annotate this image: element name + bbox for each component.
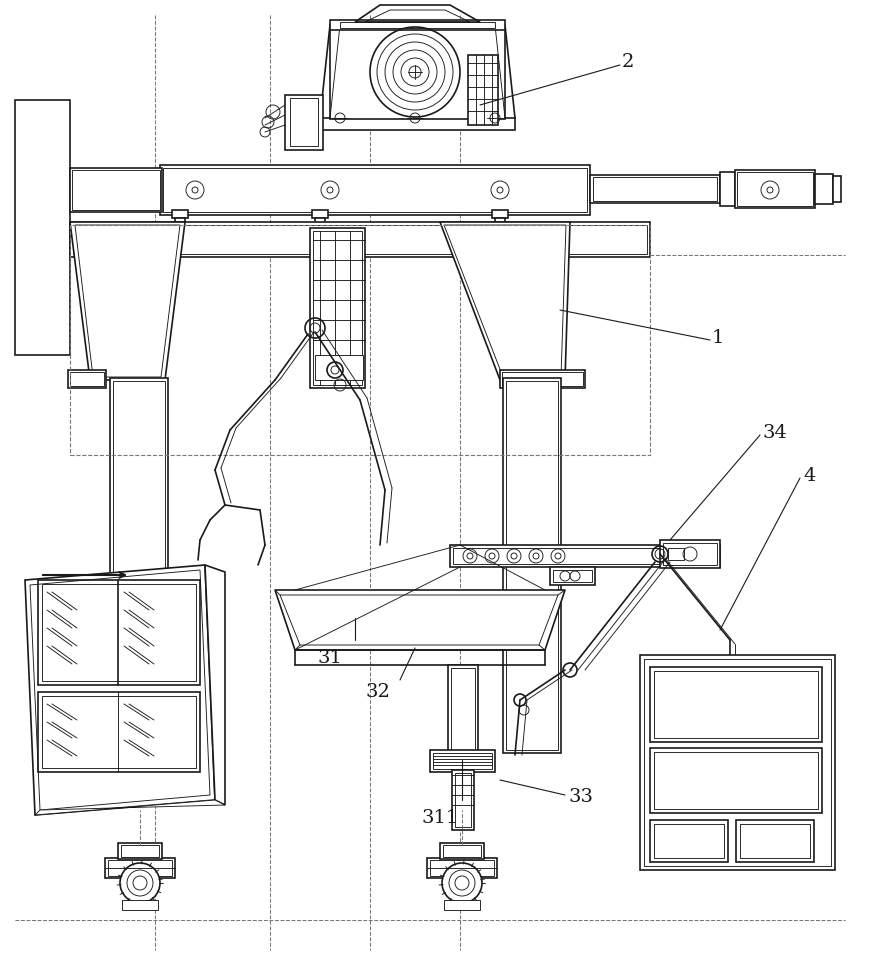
Bar <box>663 543 717 565</box>
Bar <box>38 692 200 772</box>
Polygon shape <box>25 565 215 815</box>
Bar <box>740 824 810 858</box>
Bar <box>492 210 508 218</box>
Bar <box>70 225 650 455</box>
Bar <box>668 548 684 560</box>
Bar <box>122 900 158 910</box>
Bar <box>500 370 585 388</box>
Bar <box>654 752 818 809</box>
Bar <box>430 860 494 876</box>
Bar <box>815 174 833 204</box>
Bar <box>650 820 728 862</box>
Bar <box>315 218 325 223</box>
Polygon shape <box>440 222 570 380</box>
Circle shape <box>120 863 160 903</box>
Bar <box>736 820 814 862</box>
Bar <box>640 655 835 870</box>
Bar <box>506 381 558 750</box>
Bar <box>495 218 505 223</box>
Bar <box>105 858 175 878</box>
Polygon shape <box>70 222 185 380</box>
Bar <box>654 824 724 858</box>
Bar <box>320 118 515 130</box>
Bar <box>440 843 484 859</box>
Bar <box>502 372 583 386</box>
Bar <box>310 228 365 388</box>
Text: 34: 34 <box>763 424 788 442</box>
Bar <box>160 165 590 215</box>
Bar <box>42 696 196 768</box>
Bar <box>285 95 323 150</box>
Bar <box>550 567 595 585</box>
Bar <box>455 773 471 827</box>
Bar <box>38 580 200 685</box>
Polygon shape <box>275 590 565 650</box>
Bar <box>650 667 822 742</box>
Bar <box>121 845 159 857</box>
Bar <box>340 22 495 28</box>
Bar <box>833 176 841 202</box>
Text: 2: 2 <box>622 53 634 71</box>
Bar <box>654 671 818 738</box>
Bar <box>108 860 172 876</box>
Text: 1: 1 <box>712 329 725 347</box>
Bar <box>451 668 475 752</box>
Polygon shape <box>35 800 225 815</box>
Bar <box>175 218 185 223</box>
Text: 31: 31 <box>318 649 342 667</box>
Bar <box>433 753 492 769</box>
Bar <box>68 370 106 388</box>
Bar <box>70 222 650 257</box>
Bar <box>593 177 717 201</box>
Bar <box>118 843 162 859</box>
Text: 311: 311 <box>422 809 459 827</box>
Bar <box>72 170 160 210</box>
Bar <box>444 900 480 910</box>
Bar <box>453 548 717 564</box>
Bar <box>503 378 561 753</box>
Polygon shape <box>205 565 225 805</box>
Bar <box>312 210 328 218</box>
Bar <box>590 175 720 203</box>
Bar <box>110 378 168 753</box>
Bar <box>290 98 318 146</box>
Bar <box>313 231 362 385</box>
Bar <box>735 170 815 208</box>
Bar <box>650 748 822 813</box>
Bar <box>720 172 735 206</box>
Bar <box>163 168 587 212</box>
Text: 4: 4 <box>803 467 815 485</box>
Bar <box>468 55 498 125</box>
Bar <box>70 372 104 386</box>
Bar <box>330 20 505 30</box>
Text: 32: 32 <box>366 683 390 701</box>
Bar <box>450 545 720 567</box>
Bar <box>172 210 188 218</box>
Bar <box>15 100 70 355</box>
Bar <box>660 540 720 568</box>
Bar <box>452 770 474 830</box>
Bar <box>330 25 505 119</box>
Bar <box>73 225 647 254</box>
Circle shape <box>442 863 482 903</box>
Bar <box>737 172 813 206</box>
Bar <box>42 584 196 681</box>
Bar <box>430 750 495 772</box>
Bar <box>70 168 162 212</box>
Bar <box>644 659 831 866</box>
Bar <box>113 381 165 750</box>
Bar <box>448 665 478 755</box>
Bar <box>427 858 497 878</box>
Bar <box>443 845 481 857</box>
Text: 33: 33 <box>568 788 593 806</box>
Bar <box>553 570 592 582</box>
Bar <box>315 355 363 380</box>
